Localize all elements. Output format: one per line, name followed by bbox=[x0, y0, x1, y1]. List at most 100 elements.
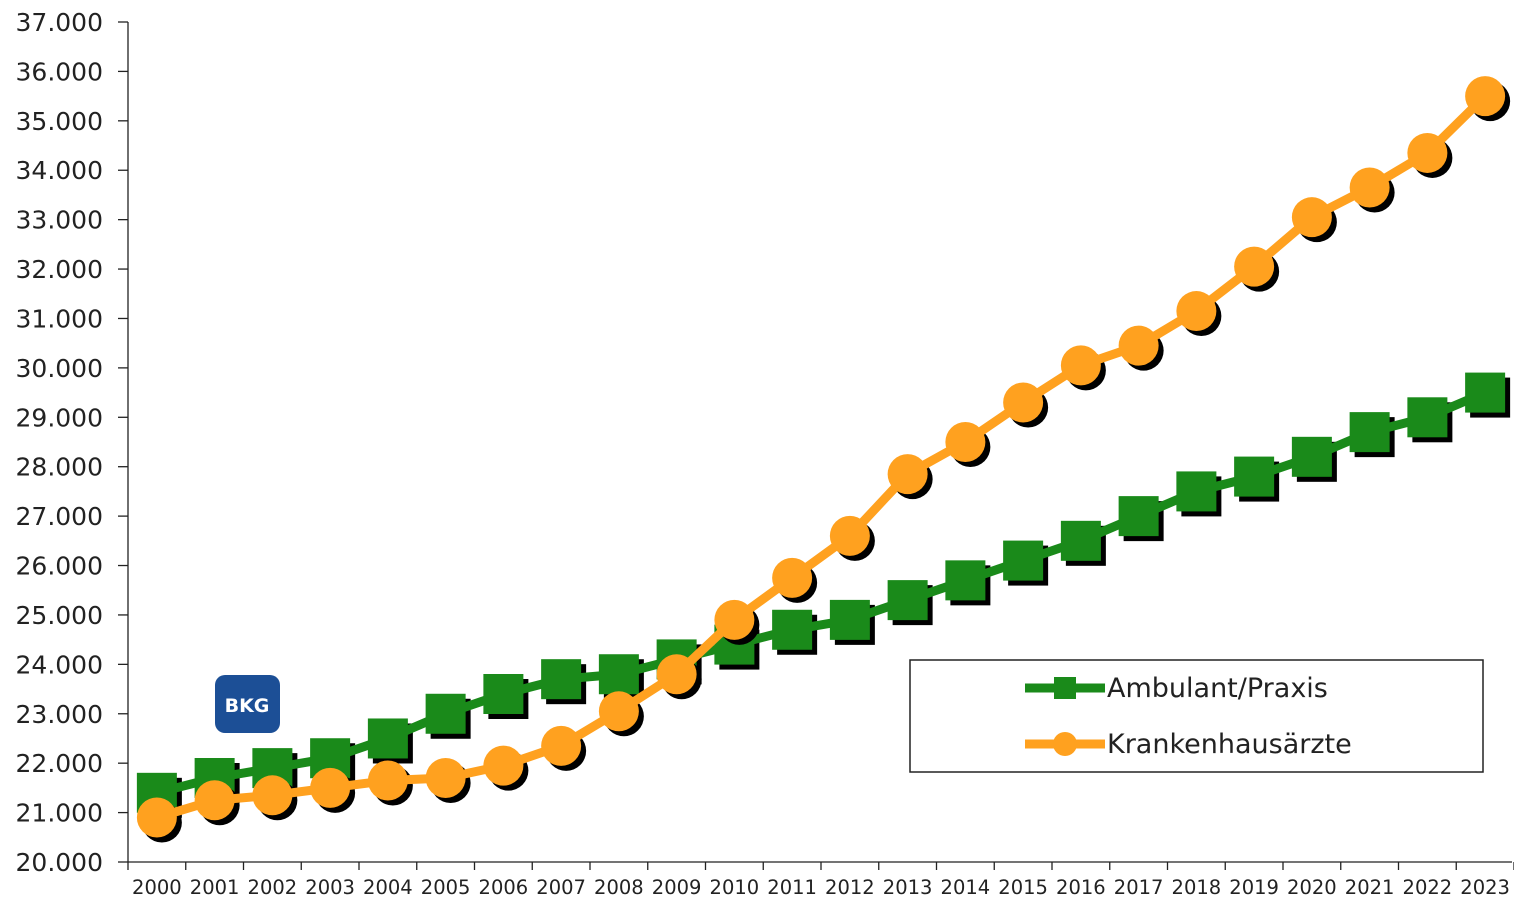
x-tick-label: 2019 bbox=[1229, 876, 1279, 899]
y-tick-label: 25.000 bbox=[16, 601, 103, 630]
data-point bbox=[425, 758, 466, 798]
data-point bbox=[887, 454, 928, 495]
bkg-logo: BKG bbox=[215, 675, 280, 733]
data-point bbox=[1003, 540, 1044, 581]
data-point bbox=[1118, 496, 1159, 537]
y-tick-label: 22.000 bbox=[16, 749, 103, 778]
x-tick-label: 2012 bbox=[825, 876, 875, 899]
series-layer bbox=[136, 76, 1511, 843]
x-tick-label: 2000 bbox=[132, 876, 182, 899]
legend-label-ambulant: Ambulant/Praxis bbox=[1107, 673, 1328, 704]
x-tick-label: 2017 bbox=[1114, 876, 1164, 899]
x-tick-label: 2014 bbox=[941, 876, 991, 899]
x-tick-label: 2010 bbox=[710, 876, 760, 899]
x-tick-label: 2006 bbox=[479, 876, 529, 899]
x-tick-label: 2021 bbox=[1345, 876, 1395, 899]
data-point bbox=[483, 674, 524, 714]
x-tick-label: 2016 bbox=[1056, 876, 1106, 899]
y-tick-label: 28.000 bbox=[16, 453, 103, 482]
data-point bbox=[829, 515, 870, 556]
logo-text: BKG bbox=[225, 695, 270, 717]
x-tick-label: 2005 bbox=[421, 876, 471, 899]
legend-item-ambulant: Ambulant/Praxis bbox=[1025, 673, 1328, 704]
x-tick-label: 2001 bbox=[190, 876, 240, 899]
x-tick-label: 2022 bbox=[1403, 876, 1453, 899]
legend-marker-circle-icon bbox=[1053, 732, 1077, 756]
data-point bbox=[310, 767, 351, 808]
x-tick-label: 2018 bbox=[1172, 876, 1222, 899]
y-tick-label: 36.000 bbox=[16, 57, 103, 86]
data-point bbox=[656, 654, 697, 695]
data-point bbox=[1465, 76, 1506, 117]
legend-label-krankenhaus: Krankenhausärzte bbox=[1107, 729, 1352, 760]
x-tick-label: 2011 bbox=[767, 876, 817, 899]
data-point bbox=[945, 560, 986, 601]
data-point bbox=[1176, 291, 1217, 332]
data-point bbox=[598, 691, 639, 732]
y-tick-label: 29.000 bbox=[16, 403, 103, 432]
x-tick-label: 2015 bbox=[998, 876, 1048, 899]
series-ambulant bbox=[136, 372, 1511, 818]
data-point bbox=[598, 654, 639, 695]
y-tick-label: 35.000 bbox=[16, 107, 103, 136]
data-point bbox=[1349, 412, 1390, 453]
data-point bbox=[425, 693, 466, 734]
data-point bbox=[887, 580, 928, 621]
data-point bbox=[1118, 325, 1159, 366]
y-tick-label: 24.000 bbox=[16, 650, 103, 679]
y-tick-label: 34.000 bbox=[16, 156, 103, 185]
data-point bbox=[1349, 167, 1390, 208]
legend-marker-square-icon bbox=[1054, 677, 1076, 699]
y-tick-label: 33.000 bbox=[16, 206, 103, 235]
data-point bbox=[136, 797, 177, 838]
x-tick-label: 2013 bbox=[883, 876, 933, 899]
data-point bbox=[1407, 132, 1448, 173]
x-tick-label: 2004 bbox=[363, 876, 413, 899]
data-point bbox=[772, 557, 813, 598]
data-point bbox=[1291, 436, 1332, 477]
data-point bbox=[1407, 397, 1448, 438]
x-tick-label: 2002 bbox=[248, 876, 298, 899]
data-point bbox=[772, 609, 813, 650]
data-point bbox=[194, 780, 235, 821]
y-tick-label: 23.000 bbox=[16, 700, 103, 729]
data-point bbox=[1234, 246, 1275, 287]
y-tick-label: 20.000 bbox=[16, 848, 103, 877]
legend: Ambulant/Praxis Krankenhausärzte bbox=[909, 659, 1484, 773]
legend-box bbox=[909, 659, 1484, 773]
data-point bbox=[945, 422, 986, 462]
data-point bbox=[367, 718, 408, 759]
data-point bbox=[1060, 520, 1101, 561]
y-tick-label: 27.000 bbox=[16, 502, 103, 531]
x-tick-label: 2020 bbox=[1287, 876, 1337, 899]
x-tick-label: 2009 bbox=[652, 876, 702, 899]
data-point bbox=[1234, 456, 1275, 497]
y-tick-label: 32.000 bbox=[16, 255, 103, 284]
logo-background bbox=[215, 675, 280, 733]
data-point bbox=[541, 659, 582, 700]
axes: 20.000 21.000 22.000 23.000 24.000 25.000 26.0… bbox=[16, 8, 1514, 899]
data-point bbox=[1060, 345, 1101, 386]
series-krankenhaus bbox=[136, 76, 1511, 843]
data-point bbox=[1176, 471, 1217, 512]
data-point bbox=[483, 745, 524, 786]
data-point bbox=[714, 599, 755, 640]
x-tick-label: 2023 bbox=[1460, 876, 1510, 899]
data-point bbox=[1291, 197, 1332, 238]
data-point bbox=[1003, 382, 1044, 423]
legend-item-krankenhaus: Krankenhausärzte bbox=[1025, 729, 1352, 760]
x-tick-label: 2003 bbox=[305, 876, 355, 899]
y-tick-label: 21.000 bbox=[16, 799, 103, 828]
data-point bbox=[252, 775, 293, 816]
data-point bbox=[1465, 372, 1506, 413]
x-tick-label: 2008 bbox=[594, 876, 644, 899]
data-point bbox=[367, 760, 408, 801]
y-tick-label: 31.000 bbox=[16, 304, 103, 333]
y-tick-label: 37.000 bbox=[16, 8, 103, 37]
x-tick-label: 2007 bbox=[536, 876, 586, 899]
y-tick-label: 30.000 bbox=[16, 354, 103, 383]
y-tick-label: 26.000 bbox=[16, 552, 103, 581]
data-point bbox=[541, 725, 582, 766]
data-point bbox=[829, 599, 870, 640]
